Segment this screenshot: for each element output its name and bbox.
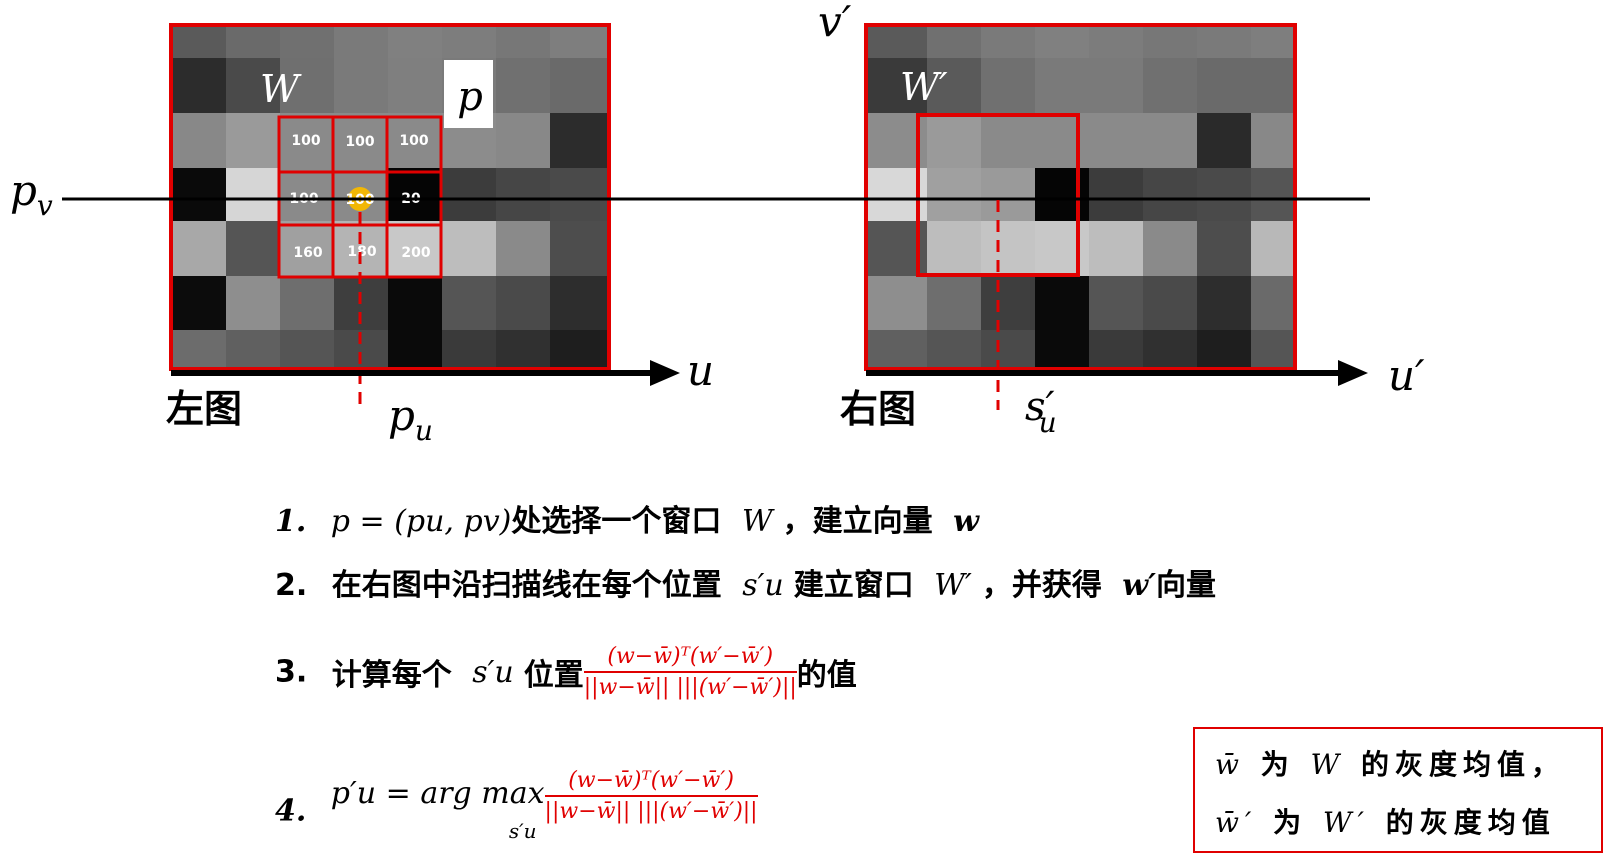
step-3-var: s′u [472,654,514,690]
step-1-var: W [741,504,773,539]
step-2-text2: 建立窗口 [793,568,914,603]
step-number: 1. [275,504,307,539]
grid-cell-value: 160 [293,245,322,261]
step-3-text2: 位置 [523,658,584,693]
point-label: p [457,74,483,120]
step-2-var2: W′ [934,568,972,603]
step-number: 4. [275,793,307,829]
step-1-var2: w [953,504,979,539]
left-window-label: W [260,67,302,111]
argmax-subscript: s′u [508,819,537,843]
fraction-numerator: (w−w̄)ᵀ(w′−w̄′) [544,768,758,797]
right-image-border [864,23,1297,371]
left-image-pixels [172,26,608,368]
note-line-1: w̄ 为 W 的灰度均值， [1215,748,1566,781]
step-3-text3: 的值 [796,658,857,693]
step-3: 3. 计算每个 s′u 位置 (w−w̄)ᵀ(w′−w̄′) ||w−w̄|| |||… [275,644,857,700]
step-number: 2. [275,568,308,603]
right-u-label: u′ [1388,351,1425,400]
step-number: 3. [275,654,308,690]
pu-label: pu [388,391,433,447]
stereo-matching-figure: p W 100 100 100 100 100 20 160 180 200 [10,0,1425,447]
step-2-text4: 向量 [1156,568,1217,603]
step-3-fraction: (w−w̄)ᵀ(w′−w̄′) ||w−w̄|| |||(w′−w̄′)|| [583,644,797,700]
step-4-fraction: (w−w̄)ᵀ(w′−w̄′) ||w−w̄|| |||(w′−w̄′)|| [544,768,758,824]
step-3-text: 计算每个 [331,658,452,693]
step-1: 1. p = (pu, pv)处选择一个窗口 W ，建立向量 w [275,496,979,540]
step-2-var3: w′ [1122,568,1157,603]
su-label: s′u [1025,384,1057,439]
step-2: 2. 在右图中沿扫描线在每个位置 s′u 建立窗口 W′ ，并获得 w′向量 [275,560,1216,604]
right-window-box [916,113,1080,277]
step-2-text3: ，并获得 [981,568,1102,603]
step-4-math: p′u = arg max s′u [330,776,545,843]
step-2-text: 在右图中沿扫描线在每个位置 [331,568,722,603]
grid-cell-value: 100 [345,134,374,150]
right-image-pixels [867,26,1294,368]
grid-cell-value: 200 [401,245,430,261]
fraction-denominator: ||w−w̄|| |||(w′−w̄′)|| [583,675,797,700]
right-window-label: W′ [900,65,948,109]
fraction-denominator: ||w−w̄|| |||(w′−w̄′)|| [544,799,758,824]
left-u-arrowhead [650,360,680,386]
point-label-box [444,60,493,128]
step-1-math: p = (pu, pv) [330,504,512,539]
step-1-text2: ，建立向量 [782,504,933,539]
step-4: 4. p′u = arg max s′u (w−w̄)ᵀ(w′−w̄′) ||w−… [275,768,758,846]
right-u-arrowhead [1338,360,1368,386]
note-line-2: w̄′ 为 W′ 的灰度均值 [1215,806,1556,839]
step-2-var: s′u [742,568,784,603]
right-image-caption: 右图 [840,387,916,431]
right-v-label: v′ [818,0,852,46]
pv-label: pv [10,166,53,222]
grid-cell-value: 180 [347,244,376,260]
left-u-label: u [687,346,714,395]
grid-cell-value: 100 [399,133,428,149]
left-image-caption: 左图 [166,387,242,431]
mean-definition-note: w̄ 为 W 的灰度均值， w̄′ 为 W′ 的灰度均值 [1193,727,1603,853]
grid-cell-value: 100 [291,133,320,149]
step-1-text: 处选择一个窗口 [511,504,722,539]
left-image-border [169,23,611,371]
fraction-numerator: (w−w̄)ᵀ(w′−w̄′) [583,644,797,673]
